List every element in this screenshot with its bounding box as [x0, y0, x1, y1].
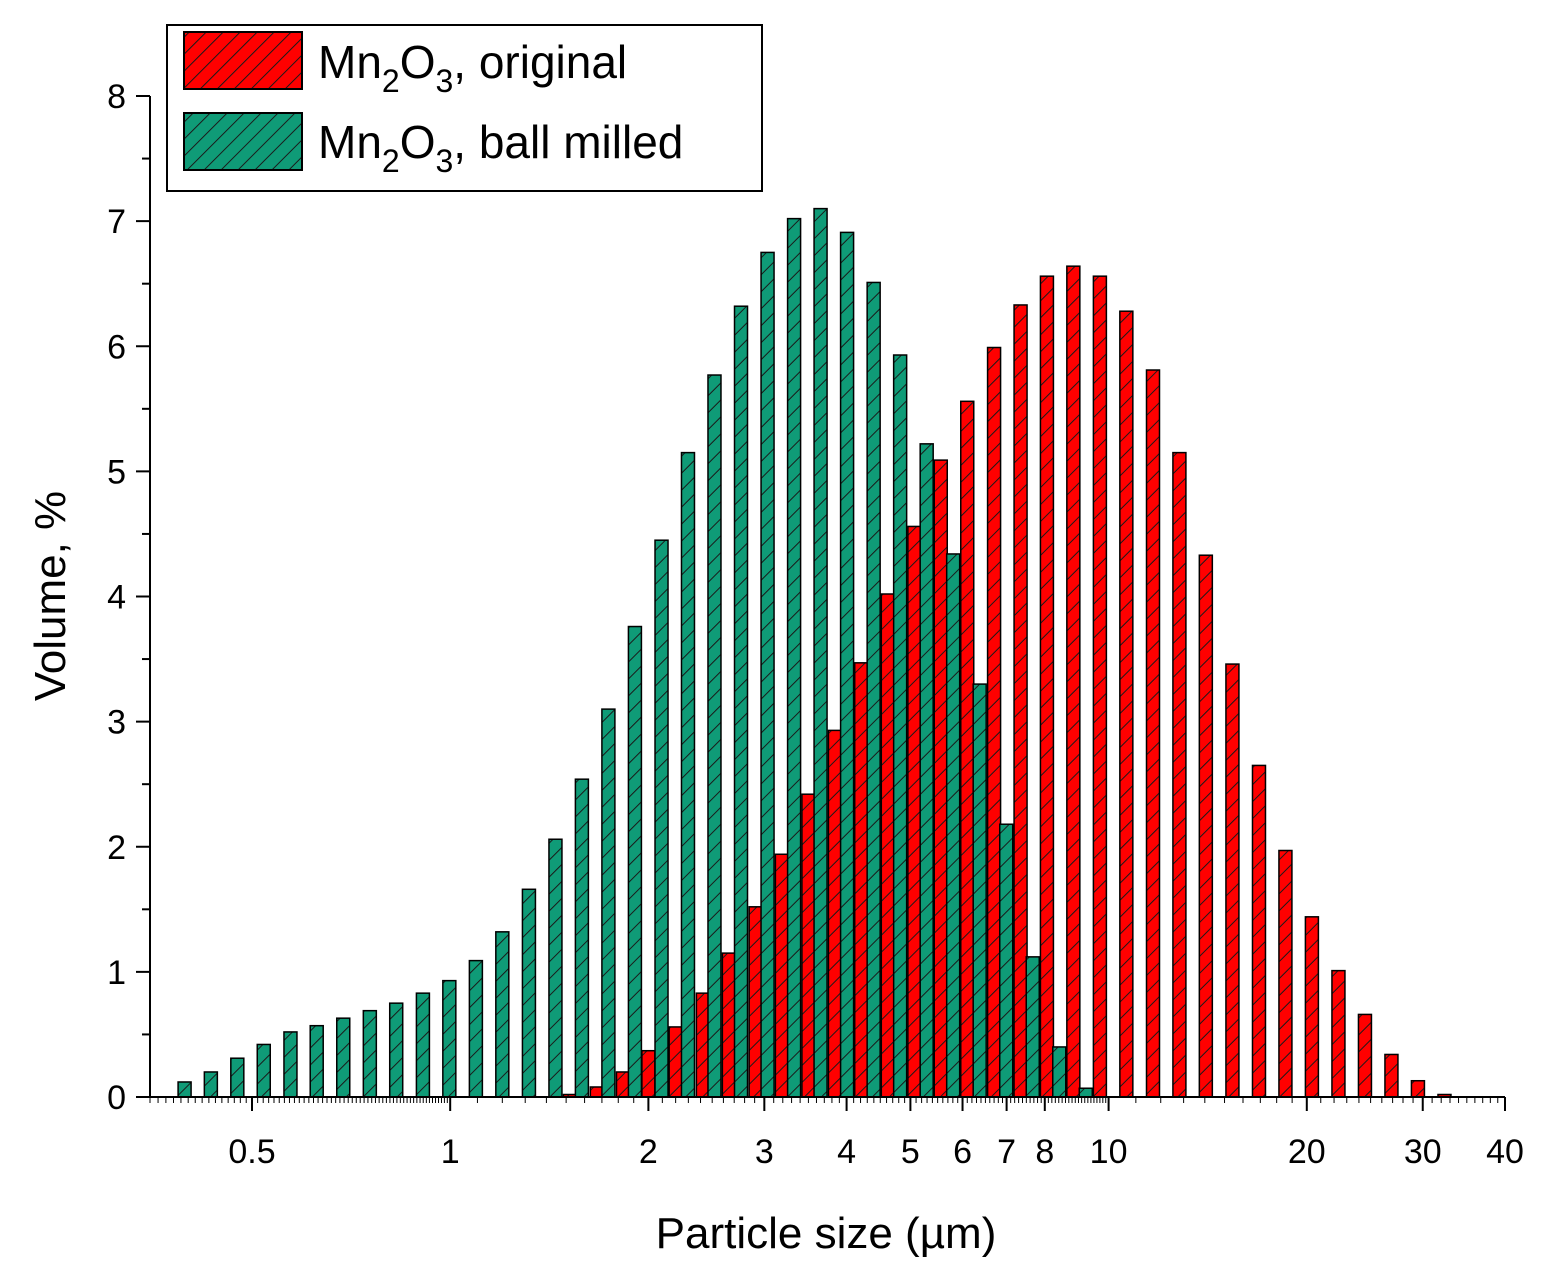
x-tick-label: 8 — [1035, 1133, 1054, 1171]
x-tick-label: 2 — [639, 1133, 658, 1171]
bar-original — [1013, 304, 1028, 1098]
bar-ball-milled — [654, 539, 669, 1098]
x-tick-label: 40 — [1486, 1133, 1524, 1171]
bar-original — [1278, 849, 1293, 1098]
bar-original — [853, 662, 869, 1098]
bar-ball-milled — [1025, 956, 1040, 1098]
bar-ball-milled — [680, 451, 696, 1098]
bar-ball-milled — [601, 708, 616, 1098]
bar-original — [1331, 969, 1346, 1098]
bar-original — [641, 1049, 656, 1098]
x-tick-label: 5 — [901, 1133, 920, 1171]
bar-original — [880, 593, 896, 1098]
x-tick-label: 0.5 — [228, 1133, 275, 1171]
bar-original — [801, 793, 816, 1098]
y-tick-label: 0 — [107, 1079, 126, 1117]
y-axis-title: Volume, % — [26, 491, 75, 701]
bar-ball-milled — [574, 778, 590, 1098]
y-ticks: 0 1 2 3 4 5 6 7 8 — [107, 78, 150, 1117]
bar-ball-milled — [919, 443, 934, 1098]
bar-ball-milled — [760, 251, 775, 1098]
bar-original — [721, 952, 737, 1098]
y-tick-label: 7 — [107, 203, 126, 241]
y-tick-label: 8 — [107, 78, 126, 116]
bar-ball-milled — [521, 888, 537, 1098]
x-tick-label: 10 — [1090, 1133, 1128, 1171]
bar-ball-milled — [839, 231, 855, 1098]
legend: Mn2O3, original Mn2O3, ball milled — [166, 24, 763, 192]
bar-original — [1304, 916, 1320, 1098]
bar-ball-milled — [786, 217, 802, 1098]
bar-ball-milled — [468, 959, 484, 1098]
bar-ball-milled — [230, 1057, 245, 1098]
bar-original — [1410, 1079, 1426, 1098]
bar-original — [960, 400, 975, 1098]
bar-ball-milled — [892, 354, 908, 1098]
y-tick-label: 6 — [107, 328, 126, 366]
x-tick-label: 30 — [1404, 1133, 1442, 1171]
x-axis-title: Particle size (µm) — [656, 1209, 997, 1258]
y-tick-label: 5 — [107, 453, 126, 491]
bar-ball-milled — [707, 374, 722, 1098]
legend-swatch-ball-milled — [183, 112, 303, 171]
bar-ball-milled — [177, 1081, 192, 1098]
bar-ball-milled — [627, 625, 643, 1098]
bar-original — [748, 906, 763, 1098]
bar-ball-milled — [733, 305, 749, 1098]
bar-original — [774, 853, 790, 1098]
bar-ball-milled — [1052, 1046, 1067, 1098]
y-tick-label: 2 — [107, 829, 126, 867]
bar-ball-milled — [945, 553, 961, 1098]
bar-original — [1172, 451, 1187, 1098]
bar-original — [1119, 310, 1134, 1098]
bar-ball-milled — [998, 823, 1014, 1098]
bar-ball-milled — [442, 979, 457, 1098]
bar-original — [1092, 275, 1108, 1098]
bar-ball-milled — [203, 1071, 219, 1098]
bar-original — [1198, 554, 1214, 1098]
bar-original — [827, 729, 843, 1098]
bar-original — [1039, 275, 1055, 1098]
x-ticks: 0.5 1 2 3 4 5 6 7 8 10 20 30 40 — [149, 1097, 1524, 1171]
bar-original — [986, 346, 1002, 1098]
y-tick-label: 1 — [107, 954, 126, 992]
bar-ball-milled — [362, 1009, 378, 1098]
x-tick-label: 20 — [1288, 1133, 1326, 1171]
legend-label-ball-milled: Mn2O3, ball milled — [318, 116, 683, 179]
bar-ball-milled — [1078, 1087, 1094, 1098]
bar-original — [1384, 1053, 1399, 1098]
bar-original — [668, 1026, 683, 1098]
bar-ball-milled — [388, 1002, 404, 1098]
bar-original — [615, 1071, 631, 1098]
bar-original — [1357, 1013, 1373, 1098]
x-tick-label: 4 — [837, 1133, 856, 1171]
series-ball-milled-bars — [177, 207, 1094, 1098]
y-tick-label: 3 — [107, 704, 126, 742]
x-tick-label: 6 — [953, 1133, 972, 1171]
x-tick-label: 7 — [997, 1133, 1016, 1171]
bar-original — [1251, 764, 1267, 1098]
bar-ball-milled — [495, 931, 510, 1098]
bar-ball-milled — [336, 1017, 351, 1098]
legend-swatch-original — [183, 31, 303, 90]
x-tick-label: 3 — [755, 1133, 774, 1171]
bar-ball-milled — [309, 1024, 324, 1098]
bar-ball-milled — [256, 1043, 271, 1098]
x-tick-label: 1 — [441, 1133, 460, 1171]
bar-ball-milled — [415, 992, 431, 1098]
bar-original — [1066, 265, 1081, 1098]
bar-original — [1225, 663, 1240, 1098]
bar-ball-milled — [548, 838, 563, 1098]
y-tick-label: 4 — [107, 579, 126, 617]
legend-label-original: Mn2O3, original — [318, 36, 627, 99]
bar-ball-milled — [283, 1031, 298, 1098]
bar-original — [907, 525, 922, 1098]
bar-ball-milled — [972, 683, 987, 1098]
bar-ball-milled — [813, 207, 828, 1098]
bar-original — [1145, 369, 1161, 1098]
bar-ball-milled — [866, 281, 881, 1098]
bar-original — [933, 459, 948, 1098]
